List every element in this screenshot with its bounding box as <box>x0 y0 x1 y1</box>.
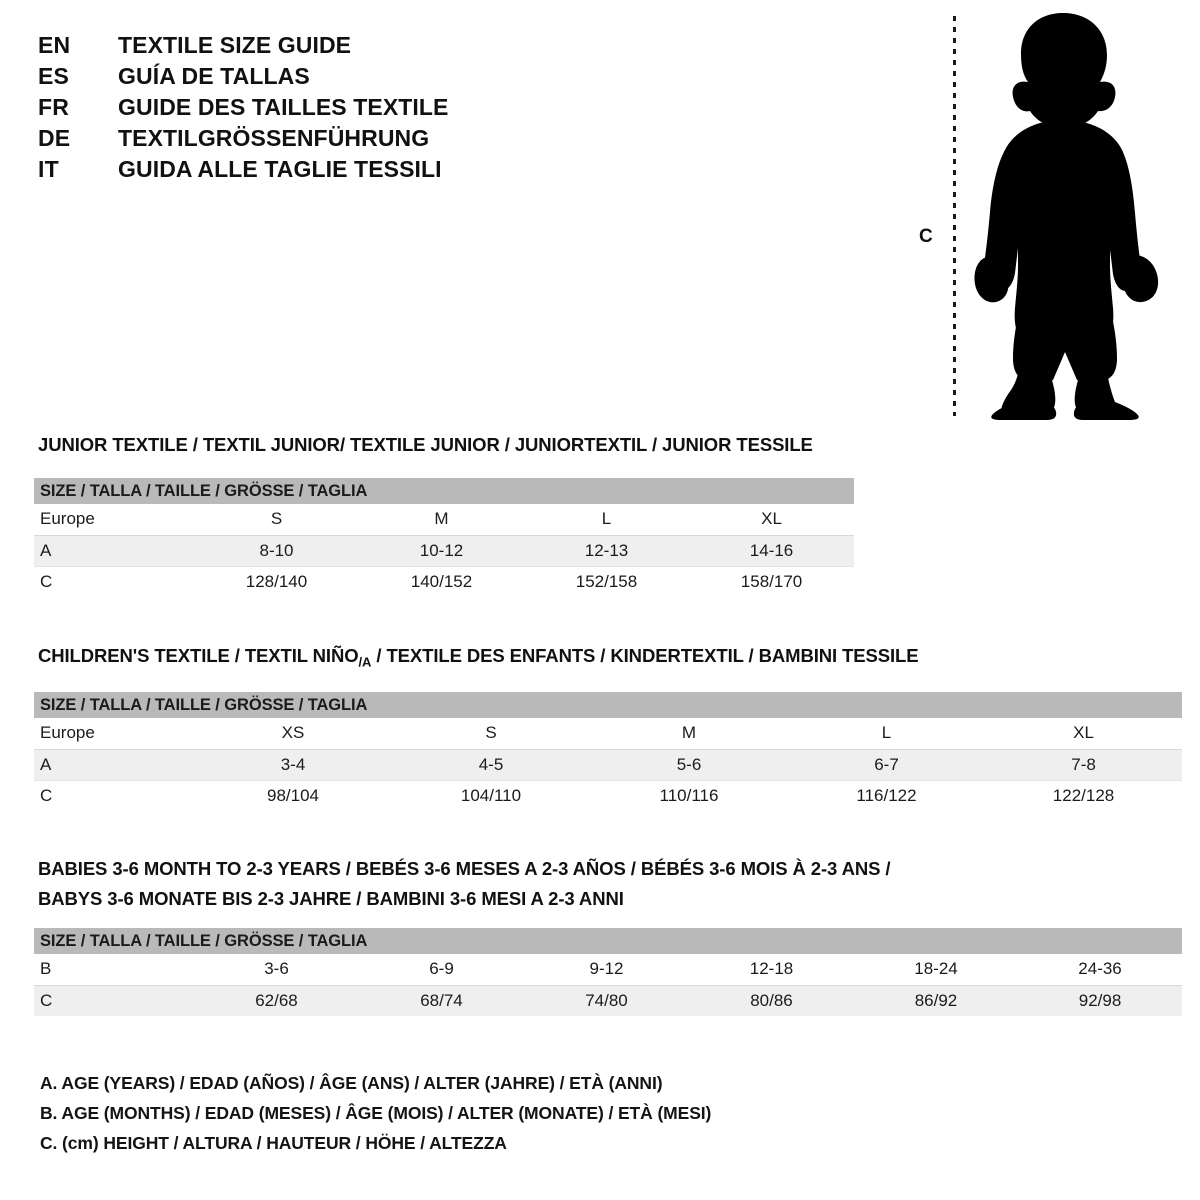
height-marker-label: C <box>919 226 933 247</box>
children-table-header-bar: SIZE / TALLA / TAILLE / GRÖSSE / TAGLIA <box>34 692 1183 718</box>
babies-cell-c-4: 86/92 <box>854 985 1018 1016</box>
legend-line-b: B. AGE (MONTHS) / EDAD (MESES) / ÂGE (MO… <box>40 1103 712 1123</box>
table-row: B 3-6 6-9 9-12 12-18 18-24 24-36 <box>34 954 1183 986</box>
children-heading-sub: /A <box>358 654 372 670</box>
language-title-en: TEXTILE SIZE GUIDE <box>118 32 352 58</box>
children-cell-c-0: 98/104 <box>194 780 392 811</box>
legend-line-a: A. AGE (YEARS) / EDAD (AÑOS) / ÂGE (ANS)… <box>40 1073 663 1093</box>
language-title-es: GUÍA DE TALLAS <box>118 63 310 89</box>
babies-cell-b-0: 3-6 <box>194 954 359 986</box>
babies-cell-b-5: 24-36 <box>1018 954 1183 986</box>
table-row: Europe XS S M L XL <box>34 718 1183 750</box>
children-cell-c-4: 122/128 <box>985 780 1183 811</box>
language-code-it: IT <box>38 156 59 182</box>
legend-block: A. AGE (YEARS) / EDAD (AÑOS) / ÂGE (ANS)… <box>40 1068 1040 1158</box>
legend-line-c: C. (cm) HEIGHT / ALTURA / HAUTEUR / HÖHE… <box>40 1133 507 1153</box>
language-row-es: ES GUÍA DE TALLAS <box>38 63 578 94</box>
babies-bar-label: SIZE / TALLA / TAILLE / GRÖSSE / TAGLIA <box>34 928 1183 954</box>
language-row-en: EN TEXTILE SIZE GUIDE <box>38 32 578 63</box>
table-row: A 3-4 4-5 5-6 6-7 7-8 <box>34 749 1183 781</box>
junior-cell-c-3: 158/170 <box>689 566 855 597</box>
children-section-heading: CHILDREN'S TEXTILE / TEXTIL NIÑO/A / TEX… <box>38 645 919 670</box>
table-row: A 8-10 10-12 12-13 14-16 <box>34 535 855 567</box>
junior-cell-c-0: 128/140 <box>194 566 359 597</box>
children-cell-europe-3: L <box>788 718 985 750</box>
babies-row-label-b: B <box>34 954 194 986</box>
babies-cell-c-1: 68/74 <box>359 985 524 1016</box>
children-cell-europe-1: S <box>392 718 590 750</box>
junior-row-label-a: A <box>34 535 194 567</box>
language-row-de: DE TEXTILGRÖSSENFÜHRUNG <box>38 125 578 156</box>
language-header-block: EN TEXTILE SIZE GUIDE ES GUÍA DE TALLAS … <box>38 32 578 187</box>
junior-cell-a-3: 14-16 <box>689 535 855 567</box>
babies-cell-c-2: 74/80 <box>524 985 689 1016</box>
junior-cell-a-2: 12-13 <box>524 535 689 567</box>
children-cell-a-0: 3-4 <box>194 749 392 781</box>
babies-cell-b-2: 9-12 <box>524 954 689 986</box>
babies-cell-b-4: 18-24 <box>854 954 1018 986</box>
language-title-it: GUIDA ALLE TAGLIE TESSILI <box>118 156 442 182</box>
children-row-label-europe: Europe <box>34 718 194 750</box>
table-row: C 128/140 140/152 152/158 158/170 <box>34 566 855 597</box>
junior-section-heading: JUNIOR TEXTILE / TEXTIL JUNIOR/ TEXTILE … <box>38 434 813 455</box>
language-code-es: ES <box>38 63 70 89</box>
language-code-en: EN <box>38 32 71 58</box>
junior-cell-c-1: 140/152 <box>359 566 524 597</box>
children-cell-europe-0: XS <box>194 718 392 750</box>
children-size-table: SIZE / TALLA / TAILLE / GRÖSSE / TAGLIA … <box>34 692 1183 811</box>
children-row-label-c: C <box>34 780 194 811</box>
junior-cell-c-2: 152/158 <box>524 566 689 597</box>
babies-row-label-c: C <box>34 985 194 1016</box>
language-code-de: DE <box>38 125 71 151</box>
table-row: C 98/104 104/110 110/116 116/122 122/128 <box>34 780 1183 811</box>
babies-table-header-bar: SIZE / TALLA / TAILLE / GRÖSSE / TAGLIA <box>34 928 1183 954</box>
junior-size-table: SIZE / TALLA / TAILLE / GRÖSSE / TAGLIA … <box>34 478 855 597</box>
babies-cell-c-5: 92/98 <box>1018 985 1183 1016</box>
junior-row-label-c: C <box>34 566 194 597</box>
children-heading-pre: CHILDREN'S TEXTILE / TEXTIL NIÑO <box>38 645 359 666</box>
children-heading-post: / TEXTILE DES ENFANTS / KINDERTEXTIL / B… <box>371 645 919 666</box>
height-dotted-line <box>953 16 956 416</box>
language-title-fr: GUIDE DES TAILLES TEXTILE <box>118 94 449 120</box>
toddler-silhouette-icon <box>974 13 1159 420</box>
height-measurement-figure: C <box>905 8 1165 420</box>
children-row-label-a: A <box>34 749 194 781</box>
children-cell-a-1: 4-5 <box>392 749 590 781</box>
language-row-it: IT GUIDA ALLE TAGLIE TESSILI <box>38 156 578 187</box>
children-cell-europe-2: M <box>590 718 788 750</box>
language-code-fr: FR <box>38 94 70 120</box>
junior-cell-a-1: 10-12 <box>359 535 524 567</box>
junior-cell-europe-0: S <box>194 504 359 536</box>
table-row: C 62/68 68/74 74/80 80/86 86/92 92/98 <box>34 985 1183 1016</box>
junior-cell-europe-2: L <box>524 504 689 536</box>
babies-cell-b-1: 6-9 <box>359 954 524 986</box>
junior-bar-label: SIZE / TALLA / TAILLE / GRÖSSE / TAGLIA <box>34 478 855 504</box>
junior-cell-europe-1: M <box>359 504 524 536</box>
babies-cell-c-3: 80/86 <box>689 985 854 1016</box>
children-cell-c-1: 104/110 <box>392 780 590 811</box>
language-row-fr: FR GUIDE DES TAILLES TEXTILE <box>38 94 578 125</box>
children-cell-a-3: 6-7 <box>788 749 985 781</box>
junior-cell-europe-3: XL <box>689 504 855 536</box>
children-cell-a-4: 7-8 <box>985 749 1183 781</box>
babies-section-heading-line1: BABIES 3-6 MONTH TO 2-3 YEARS / BEBÉS 3-… <box>38 858 891 879</box>
babies-size-table: SIZE / TALLA / TAILLE / GRÖSSE / TAGLIA … <box>34 928 1183 1016</box>
language-title-de: TEXTILGRÖSSENFÜHRUNG <box>118 125 430 151</box>
table-row: Europe S M L XL <box>34 504 855 536</box>
babies-cell-c-0: 62/68 <box>194 985 359 1016</box>
children-cell-a-2: 5-6 <box>590 749 788 781</box>
junior-table-header-bar: SIZE / TALLA / TAILLE / GRÖSSE / TAGLIA <box>34 478 855 504</box>
junior-cell-a-0: 8-10 <box>194 535 359 567</box>
babies-cell-b-3: 12-18 <box>689 954 854 986</box>
junior-row-label-europe: Europe <box>34 504 194 536</box>
babies-section-heading-line2: BABYS 3-6 MONATE BIS 2-3 JAHRE / BAMBINI… <box>38 888 624 909</box>
children-bar-label: SIZE / TALLA / TAILLE / GRÖSSE / TAGLIA <box>34 692 1183 718</box>
children-cell-c-3: 116/122 <box>788 780 985 811</box>
children-cell-c-2: 110/116 <box>590 780 788 811</box>
children-cell-europe-4: XL <box>985 718 1183 750</box>
